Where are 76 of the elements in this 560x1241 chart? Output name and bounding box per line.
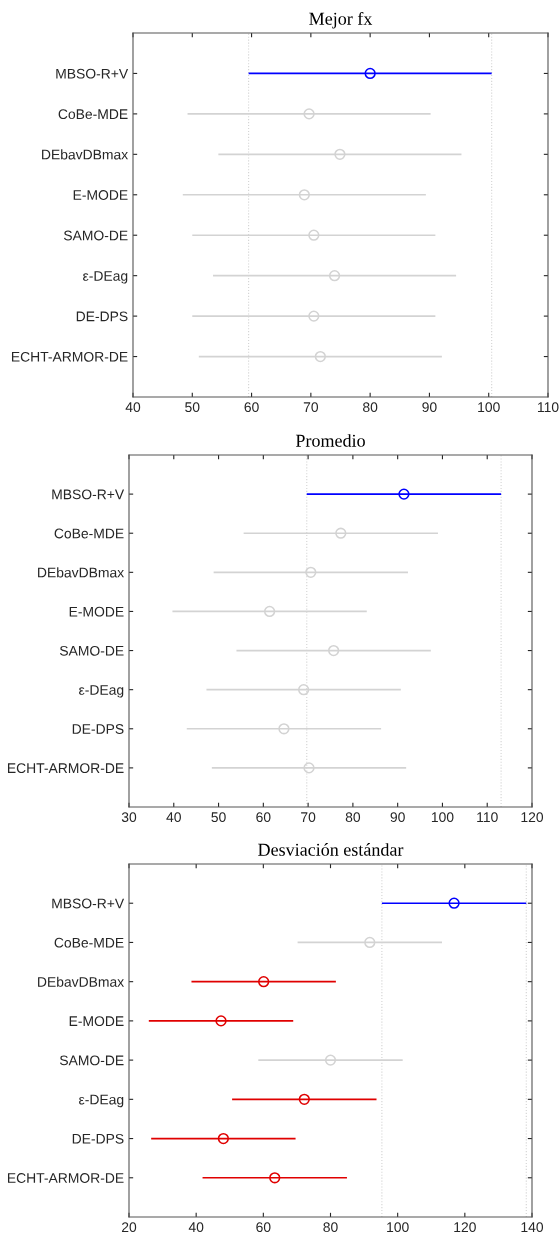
- point: [334, 148, 346, 160]
- point: [303, 108, 315, 120]
- y-tick-label: MBSO-R+V: [52, 489, 125, 500]
- y-tick-label: ε-DEag: [79, 1094, 124, 1108]
- point: [298, 1093, 310, 1105]
- point: [215, 1015, 227, 1027]
- x-tick-label: 110: [477, 812, 498, 823]
- x-tick-label: 110: [537, 402, 559, 413]
- x-tick-label: 100: [478, 402, 500, 413]
- y-tick-label: SAMO-DE: [59, 1055, 124, 1066]
- y-tick-label: ε-DEag: [79, 685, 124, 698]
- y-tick-label: DE-DPS: [72, 1133, 124, 1144]
- point: [335, 527, 347, 539]
- y-tick-label: E-MODE: [69, 606, 124, 617]
- y-tick-label: CoBe-MDE: [54, 937, 124, 948]
- point: [258, 976, 270, 988]
- point: [324, 1054, 337, 1066]
- x-tick-label: 30: [121, 812, 137, 823]
- y-tick-label: ε-DEag: [83, 271, 128, 284]
- y-tick-label: MBSO-R+V: [56, 68, 129, 79]
- y-tick-label: DE-DPS: [72, 724, 124, 734]
- y-tick-label: E-MODE: [69, 1016, 124, 1027]
- x-tick-label: 70: [301, 812, 316, 823]
- x-tick-label: 120: [521, 812, 544, 823]
- x-tick-label: 80: [345, 812, 361, 823]
- point: [303, 762, 315, 774]
- point: [305, 566, 317, 578]
- x-tick-label: 100: [387, 1222, 409, 1233]
- x-tick-label: 40: [166, 812, 181, 823]
- point: [364, 67, 376, 80]
- chart-title: Desviación estándar: [258, 843, 404, 856]
- point: [269, 1172, 281, 1184]
- x-tick-label: 60: [244, 402, 259, 413]
- x-tick-label: 90: [390, 812, 405, 823]
- y-tick-label: DEbavDBmax: [38, 567, 124, 578]
- y-tick-label: DE-DPS: [76, 311, 128, 322]
- x-tick-label: 140: [521, 1222, 544, 1233]
- y-tick-label: MBSO-R+V: [52, 898, 125, 909]
- x-tick-label: 80: [323, 1222, 338, 1233]
- y-tick-label: DEbavDBmax: [42, 149, 128, 160]
- x-tick-label: 70: [303, 402, 319, 413]
- x-tick-label: 20: [121, 1222, 137, 1233]
- x-tick-label: 50: [211, 812, 226, 823]
- x-tick-label: 100: [431, 812, 454, 823]
- x-tick-label: 60: [256, 1222, 271, 1233]
- y-tick-label: ECHT-ARMOR-DE: [11, 351, 128, 362]
- chart-title: Mejor fx: [309, 11, 373, 29]
- x-tick-label: 90: [422, 402, 437, 413]
- y-tick-label: CoBe-MDE: [58, 109, 128, 120]
- point: [314, 350, 326, 363]
- y-tick-label: ECHT-ARMOR-DE: [7, 1173, 124, 1183]
- x-tick-label: 60: [256, 812, 271, 823]
- chart-title: Promedio: [295, 434, 365, 447]
- point: [308, 229, 320, 241]
- x-tick-label: 40: [188, 1222, 204, 1233]
- y-tick-label: CoBe-MDE: [54, 528, 124, 539]
- point: [328, 270, 341, 282]
- point: [308, 310, 320, 322]
- point: [398, 488, 410, 500]
- point: [328, 644, 340, 657]
- y-tick-label: SAMO-DE: [59, 645, 124, 656]
- point: [364, 936, 376, 949]
- point: [217, 1132, 229, 1145]
- point: [278, 723, 290, 735]
- y-tick-label: ECHT-ARMOR-DE: [7, 763, 124, 774]
- y-tick-label: DEbavDBmax: [38, 976, 124, 987]
- x-tick-label: 120: [454, 1222, 476, 1233]
- point: [263, 605, 276, 618]
- point: [448, 897, 460, 909]
- point: [298, 684, 310, 696]
- point: [298, 189, 310, 201]
- x-tick-label: 50: [185, 402, 200, 413]
- y-tick-label: E-MODE: [73, 190, 128, 200]
- x-tick-label: 80: [363, 402, 378, 413]
- x-tick-label: 40: [125, 402, 141, 413]
- y-tick-label: SAMO-DE: [63, 230, 128, 241]
